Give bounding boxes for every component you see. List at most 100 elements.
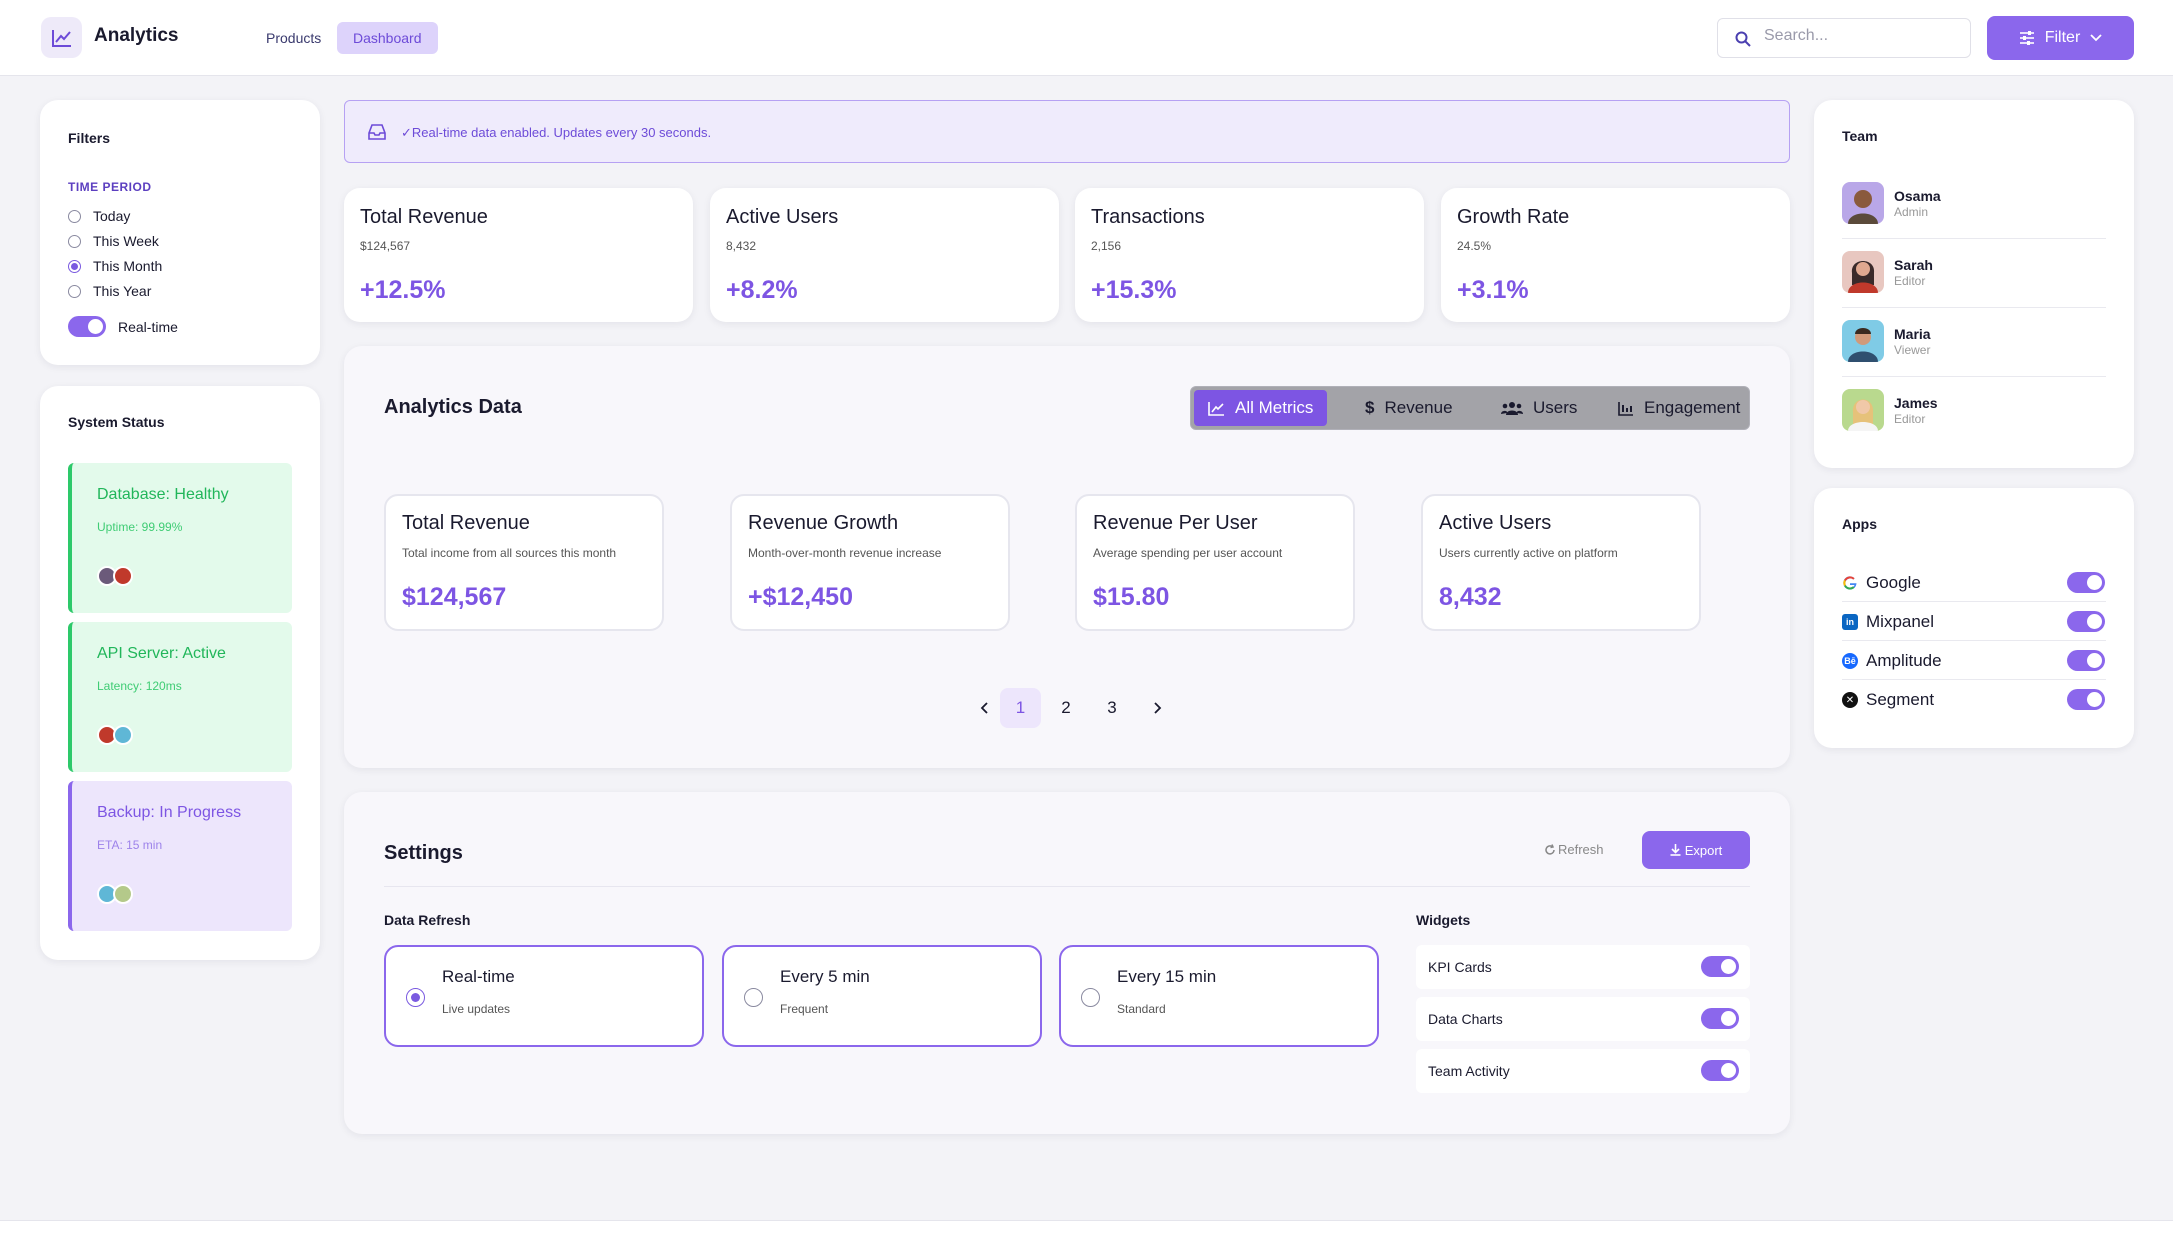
kpi-title: Transactions <box>1091 206 1205 228</box>
app-title: Analytics <box>94 25 179 46</box>
member-role: Editor <box>1894 274 1926 288</box>
radio-this-month[interactable]: This Month <box>68 258 162 274</box>
team-member-james[interactable]: James Editor <box>1842 377 2106 446</box>
kpi-title: Growth Rate <box>1457 206 1570 228</box>
team-member-osama[interactable]: Osama Admin <box>1842 170 2106 239</box>
time-period-label: TIME PERIOD <box>68 180 152 194</box>
pager-next[interactable] <box>1138 688 1178 728</box>
tab-label: Revenue <box>1384 398 1453 417</box>
radio-this-week[interactable]: This Week <box>68 233 159 249</box>
radio-this-year[interactable]: This Year <box>68 283 151 299</box>
metric-card-total-revenue[interactable]: Total Revenue Total income from all sour… <box>384 494 664 631</box>
widget-toggle[interactable] <box>1701 1008 1739 1029</box>
radio-circle[interactable] <box>68 209 81 223</box>
metric-card-revenue-per-user[interactable]: Revenue Per User Average spending per us… <box>1075 494 1355 631</box>
refresh-option-15min[interactable]: Every 15 min Standard <box>1059 945 1379 1047</box>
filter-button[interactable]: Filter <box>1987 16 2134 60</box>
app-name: Segment <box>1866 690 1935 709</box>
refresh-option-5min[interactable]: Every 5 min Frequent <box>722 945 1042 1047</box>
radio-today[interactable]: Today <box>68 208 130 224</box>
metric-title: Revenue Per User <box>1093 512 1258 534</box>
realtime-label: Real-time <box>118 319 178 335</box>
filters-title: Filters <box>68 130 111 146</box>
metric-desc: Average spending per user account <box>1093 546 1283 560</box>
nav-products[interactable]: Products <box>266 30 322 46</box>
pager-page-2[interactable]: 2 <box>1061 698 1071 717</box>
metric-card-active-users[interactable]: Active Users Users currently active on p… <box>1421 494 1701 631</box>
settings-card: Settings Refresh Export Data Refresh Rea… <box>344 792 1790 1134</box>
team-member-maria[interactable]: Maria Viewer <box>1842 308 2106 377</box>
analytics-data-card: Analytics Data All Metrics $ Revenue Use… <box>344 346 1790 768</box>
widget-label: Data Charts <box>1428 1011 1503 1027</box>
users-icon <box>1501 402 1523 415</box>
app-segment: ✕ Segment <box>1842 680 2106 719</box>
app-toggle[interactable] <box>2067 689 2105 710</box>
app-toggle[interactable] <box>2067 650 2105 671</box>
radio-circle[interactable] <box>744 988 763 1007</box>
analytics-logo-icon[interactable] <box>41 17 82 58</box>
widget-label: Team Activity <box>1428 1063 1510 1079</box>
footer-bar <box>0 1220 2173 1256</box>
app-mixpanel: in Mixpanel <box>1842 602 2106 641</box>
nav-dashboard[interactable]: Dashboard <box>337 22 438 54</box>
app-toggle[interactable] <box>2067 611 2105 632</box>
avatar <box>113 884 133 904</box>
refresh-button[interactable]: Refresh <box>1544 842 1604 857</box>
kpi-sub: $124,567 <box>360 239 411 253</box>
member-name: James <box>1894 395 1938 411</box>
realtime-banner: ✓Real-time data enabled. Updates every 3… <box>344 100 1790 163</box>
metric-card-revenue-growth[interactable]: Revenue Growth Month-over-month revenue … <box>730 494 1010 631</box>
widget-toggle[interactable] <box>1701 1060 1739 1081</box>
status-sub: Latency: 120ms <box>97 679 182 693</box>
avatar <box>1842 251 1884 293</box>
tab-users[interactable]: Users <box>1487 390 1591 426</box>
radio-circle[interactable] <box>406 988 425 1007</box>
data-refresh-title: Data Refresh <box>384 912 471 928</box>
kpi-card-growth-rate[interactable]: Growth Rate 24.5% +3.1% <box>1441 188 1790 322</box>
banner-text: ✓Real-time data enabled. Updates every 3… <box>401 125 712 140</box>
team-member-sarah[interactable]: Sarah Editor <box>1842 239 2106 308</box>
refresh-option-realtime[interactable]: Real-time Live updates <box>384 945 704 1047</box>
tab-engagement[interactable]: Engagement <box>1604 390 1754 426</box>
kpi-sub: 2,156 <box>1091 239 1122 253</box>
realtime-toggle[interactable] <box>68 316 106 337</box>
radio-circle[interactable] <box>1081 988 1100 1007</box>
status-backup[interactable]: Backup: In Progress ETA: 15 min <box>68 781 292 931</box>
tab-revenue[interactable]: $ Revenue <box>1351 390 1467 426</box>
radio-circle[interactable] <box>68 259 81 273</box>
sliders-icon <box>2019 31 2034 45</box>
pager-page-1[interactable]: 1 <box>1000 688 1041 728</box>
kpi-card-transactions[interactable]: Transactions 2,156 +15.3% <box>1075 188 1424 322</box>
status-title: Database: Healthy <box>97 486 229 503</box>
metric-value: 8,432 <box>1439 583 1502 611</box>
metric-title: Active Users <box>1439 512 1552 534</box>
metric-desc: Total income from all sources this month <box>402 546 617 560</box>
pager-page-3[interactable]: 3 <box>1107 698 1117 717</box>
export-button[interactable]: Export <box>1642 831 1750 869</box>
widget-toggle[interactable] <box>1701 956 1739 977</box>
status-api-server[interactable]: API Server: Active Latency: 120ms <box>68 622 292 772</box>
status-title: API Server: Active <box>97 645 226 662</box>
tab-all-metrics[interactable]: All Metrics <box>1194 390 1328 426</box>
search-icon <box>1735 31 1751 47</box>
app-toggle[interactable] <box>2067 572 2105 593</box>
settings-divider <box>384 886 1750 887</box>
radio-circle[interactable] <box>68 234 81 248</box>
pager-prev[interactable] <box>964 688 1004 728</box>
search-input[interactable] <box>1764 27 1954 45</box>
radio-circle[interactable] <box>68 284 81 298</box>
metric-title: Revenue Growth <box>748 512 899 534</box>
avatar-group <box>97 884 133 904</box>
status-database[interactable]: Database: Healthy Uptime: 99.99% <box>68 463 292 613</box>
member-name: Maria <box>1894 326 1931 342</box>
chevron-right-icon <box>1154 702 1162 714</box>
top-header: Analytics Products Dashboard Filter <box>0 0 2173 76</box>
radio-label: This Year <box>93 283 152 299</box>
kpi-value: +12.5% <box>360 276 446 304</box>
member-role: Editor <box>1894 412 1926 426</box>
amplitude-icon: Bē <box>1842 653 1858 669</box>
option-sub: Live updates <box>442 1002 511 1016</box>
kpi-card-total-revenue[interactable]: Total Revenue $124,567 +12.5% <box>344 188 693 322</box>
export-label: Export <box>1684 842 1723 858</box>
kpi-card-active-users[interactable]: Active Users 8,432 +8.2% <box>710 188 1059 322</box>
